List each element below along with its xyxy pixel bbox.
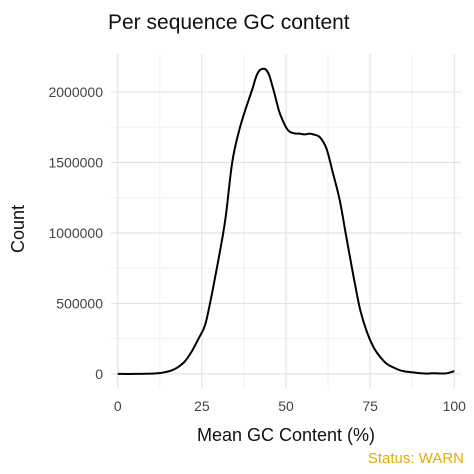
y-tick-label: 1000000 <box>48 225 103 241</box>
y-axis-title: Count <box>8 205 28 253</box>
x-tick-label: 0 <box>114 398 122 414</box>
x-axis-ticks: 0 25 50 75 100 <box>114 398 466 414</box>
x-tick-label: 25 <box>194 398 210 414</box>
y-tick-label: 2000000 <box>48 84 103 100</box>
y-tick-label: 500000 <box>56 295 103 311</box>
grid-lines <box>111 54 461 388</box>
x-tick-label: 50 <box>278 398 294 414</box>
status-label: Status: WARN <box>368 450 464 467</box>
x-tick-label: 75 <box>362 398 378 414</box>
y-tick-label: 1500000 <box>48 155 103 171</box>
chart-title: Per sequence GC content <box>108 11 350 34</box>
y-axis-ticks: 0 500000 1000000 1500000 2000000 <box>48 84 103 382</box>
series-line <box>117 67 455 375</box>
x-axis-title: Mean GC Content (%) <box>197 425 375 445</box>
x-tick-label: 100 <box>443 398 467 414</box>
y-tick-label: 0 <box>95 366 103 382</box>
